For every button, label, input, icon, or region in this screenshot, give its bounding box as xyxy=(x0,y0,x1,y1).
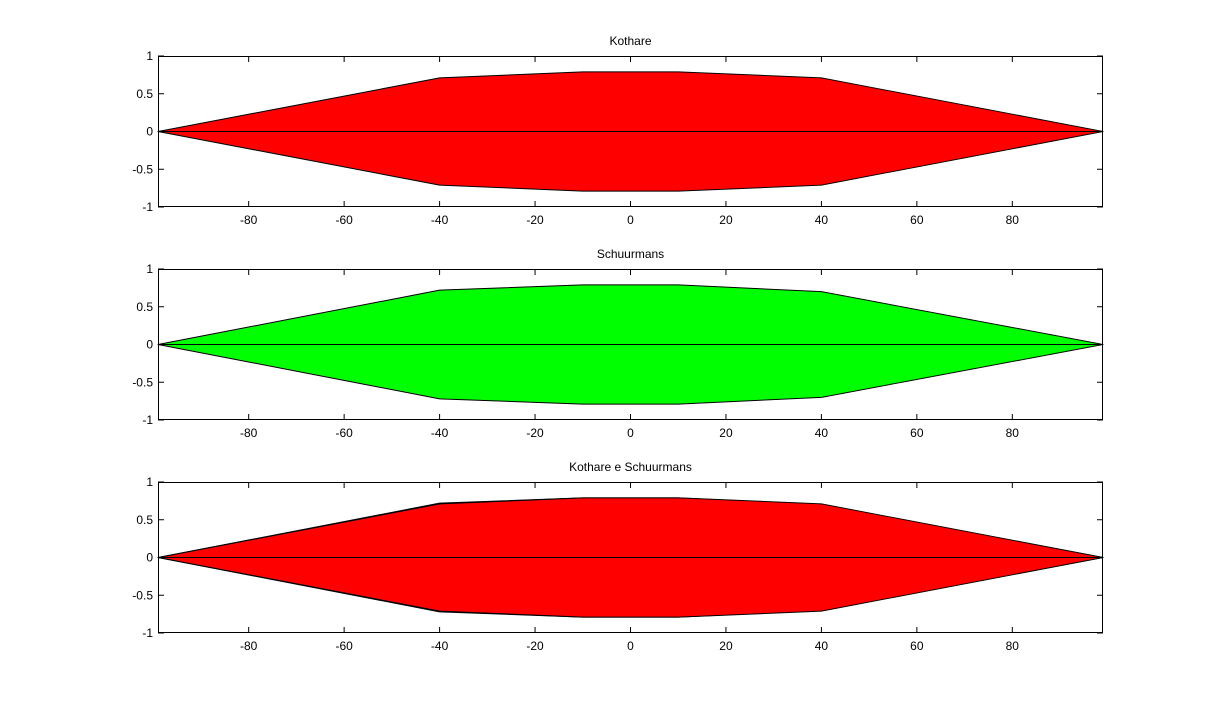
x-tick-label: -80 xyxy=(240,639,258,653)
x-tick-label: -20 xyxy=(526,426,544,440)
x-tick-label: 40 xyxy=(815,639,829,653)
y-tick-label: 1 xyxy=(146,49,153,63)
chart-3: -80 -60 -40 -20 0 20 40 60 80 1 0.5 0 -0.5 -1 Kothare … xyxy=(132,460,1104,653)
x-tick-label: 0 xyxy=(627,639,634,653)
x-tick-label: 80 xyxy=(1006,426,1020,440)
y-tick-label: -0.5 xyxy=(132,162,153,176)
y-tick-label: -0.5 xyxy=(132,588,153,602)
y-tick-label: 0 xyxy=(146,551,153,565)
x-tick-label: -80 xyxy=(240,426,258,440)
y-tick-label: -1 xyxy=(142,200,153,214)
x-tick-label: 20 xyxy=(719,213,733,227)
x-tick-label: 60 xyxy=(910,213,924,227)
y-tick-label: -1 xyxy=(142,413,153,427)
y-tick-label: 1 xyxy=(146,475,153,489)
x-tick-label: -40 xyxy=(431,426,449,440)
y-tick-label: 0.5 xyxy=(136,300,153,314)
x-tick-label: 40 xyxy=(815,426,829,440)
chart-2: -80 -60 -40 -20 0 20 40 60 80 1 0.5 0 -0.5 -1 Schuurma… xyxy=(132,247,1104,440)
y-tick-label: 1 xyxy=(146,262,153,276)
x-tick-label: 0 xyxy=(627,213,634,227)
x-tick-label: -40 xyxy=(431,213,449,227)
x-tick-label: 0 xyxy=(627,426,634,440)
x-tick-label: -80 xyxy=(240,213,258,227)
x-tick-label: 60 xyxy=(910,639,924,653)
y-tick-label: 0.5 xyxy=(136,513,153,527)
chart-title: Schuurmans xyxy=(597,247,664,261)
chart-title: Kothare xyxy=(609,34,651,48)
x-tick-label: 20 xyxy=(719,426,733,440)
x-tick-label: -60 xyxy=(335,639,353,653)
y-tick-label: 0 xyxy=(146,125,153,139)
y-tick-label: 0 xyxy=(146,338,153,352)
y-tick-label: -0.5 xyxy=(132,375,153,389)
y-tick-label: -1 xyxy=(142,626,153,640)
x-tick-label: -60 xyxy=(335,213,353,227)
chart-1: -80 -60 -40 -20 0 20 40 60 80 1 0.5 0 -0.5 -1 Kothare xyxy=(132,34,1104,227)
x-tick-label: -20 xyxy=(526,639,544,653)
x-tick-label: 40 xyxy=(815,213,829,227)
x-tick-label: 80 xyxy=(1006,639,1020,653)
x-tick-label: 60 xyxy=(910,426,924,440)
chart-title: Kothare e Schuurmans xyxy=(569,460,692,474)
x-tick-label: -60 xyxy=(335,426,353,440)
x-tick-label: 80 xyxy=(1006,213,1020,227)
y-tick-label: 0.5 xyxy=(136,87,153,101)
x-tick-label: -40 xyxy=(431,639,449,653)
x-tick-label: 20 xyxy=(719,639,733,653)
x-tick-label: -20 xyxy=(526,213,544,227)
